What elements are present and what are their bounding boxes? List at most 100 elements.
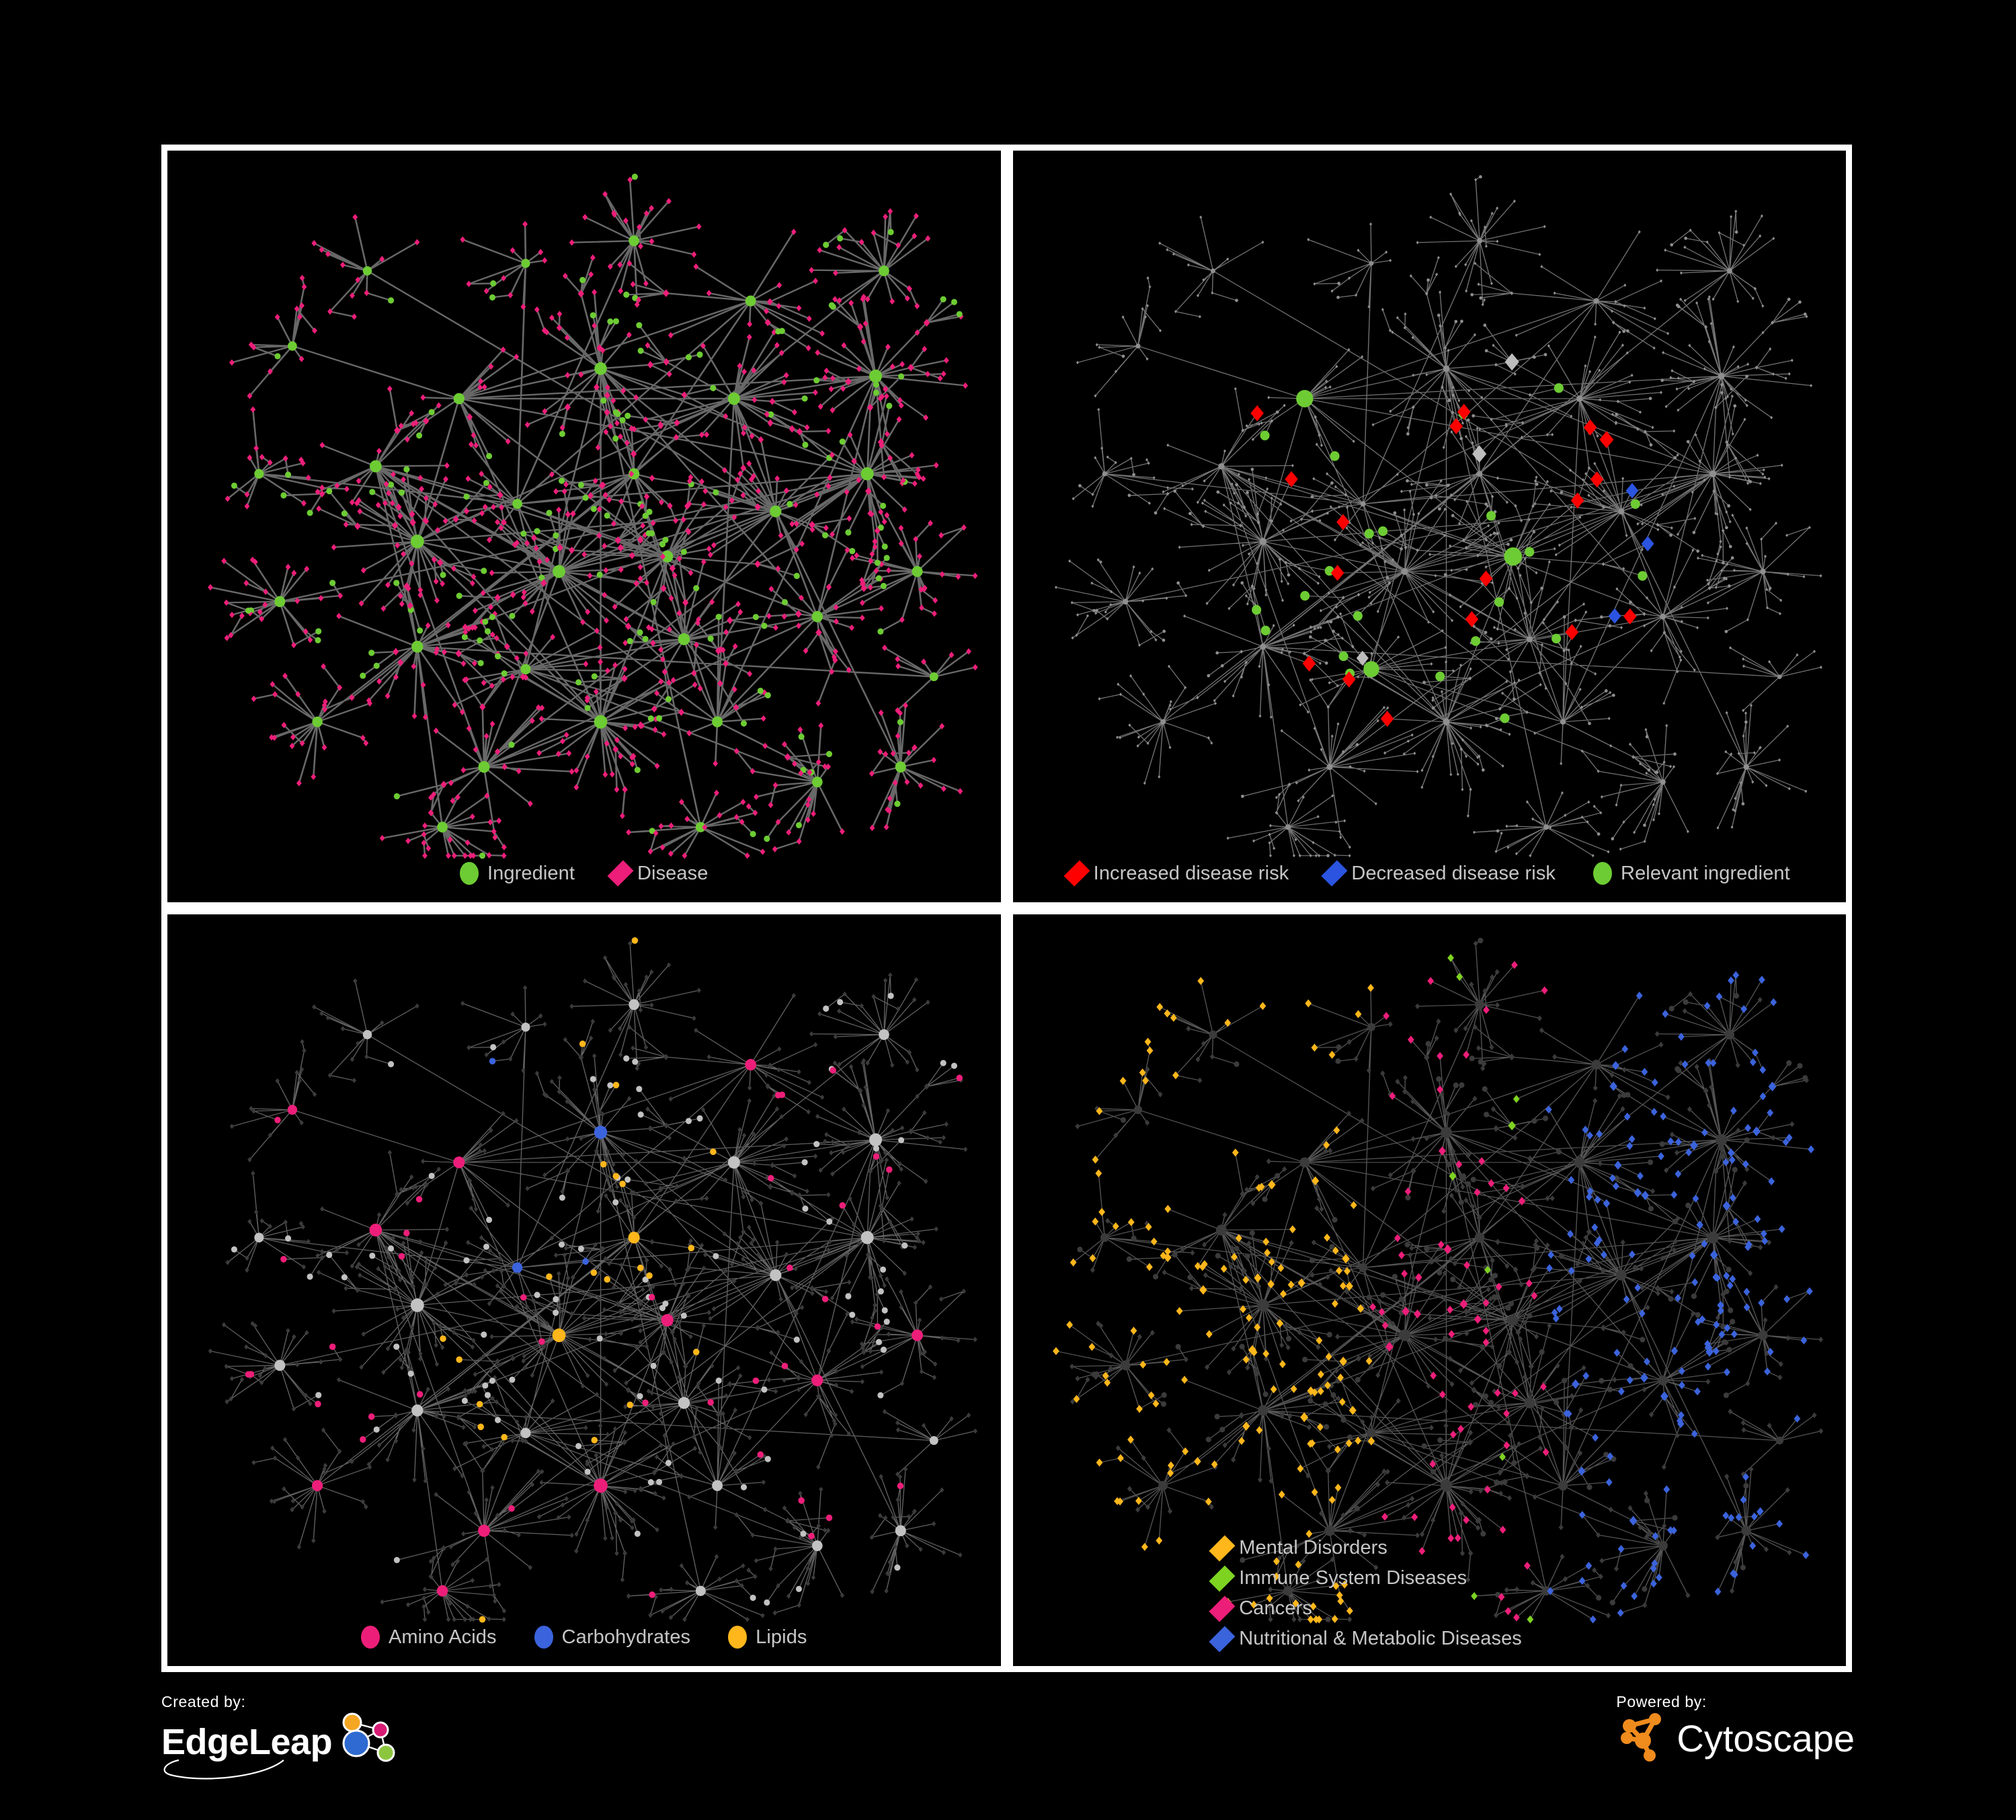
- network-node-diamond[interactable]: [350, 292, 355, 299]
- network-node-diamond[interactable]: [666, 1443, 672, 1450]
- network-node-diamond[interactable]: [502, 1528, 508, 1534]
- network-node-circle[interactable]: [713, 489, 719, 496]
- network-node-diamond[interactable]: [350, 1263, 355, 1269]
- network-node-diamond[interactable]: [1681, 1060, 1689, 1069]
- network-node-diamond[interactable]: [1088, 1343, 1095, 1351]
- network-node-diamond[interactable]: [1318, 1206, 1324, 1212]
- network-node-diamond[interactable]: [340, 1026, 346, 1031]
- network-node-circle[interactable]: [929, 672, 938, 682]
- network-node-circle[interactable]: [1598, 1378, 1604, 1384]
- network-node-diamond[interactable]: [1391, 558, 1394, 562]
- network-node-diamond[interactable]: [747, 1224, 752, 1230]
- network-node-diamond[interactable]: [653, 830, 659, 837]
- network-node-diamond[interactable]: [452, 1616, 456, 1622]
- network-node-diamond[interactable]: [734, 1512, 739, 1518]
- network-node-diamond[interactable]: [407, 602, 413, 610]
- network-node-diamond[interactable]: [805, 344, 811, 352]
- network-node-diamond[interactable]: [641, 1286, 645, 1292]
- network-node-diamond[interactable]: [791, 992, 796, 998]
- network-node-diamond[interactable]: [605, 1431, 610, 1437]
- network-node-circle[interactable]: [879, 1029, 889, 1040]
- network-node-circle[interactable]: [802, 442, 809, 448]
- network-node-diamond[interactable]: [758, 1200, 764, 1207]
- network-node-diamond[interactable]: [1273, 1572, 1280, 1581]
- network-node-diamond[interactable]: [387, 1150, 393, 1156]
- network-node-diamond[interactable]: [1357, 592, 1360, 597]
- network-node-diamond[interactable]: [1729, 1587, 1734, 1594]
- network-node-diamond[interactable]: [1578, 1407, 1583, 1413]
- network-node-diamond[interactable]: [1073, 1394, 1080, 1403]
- network-node-circle[interactable]: [1561, 1378, 1567, 1384]
- network-node-diamond[interactable]: [1317, 1387, 1324, 1396]
- network-node-diamond[interactable]: [1541, 1380, 1547, 1386]
- network-node-diamond[interactable]: [1597, 1160, 1603, 1166]
- legend-item-increased-disease-risk[interactable]: Increased disease risk: [1063, 860, 1289, 887]
- network-node-diamond[interactable]: [786, 829, 792, 836]
- network-node-diamond[interactable]: [674, 419, 680, 427]
- network-node-diamond[interactable]: [919, 1369, 924, 1374]
- network-node-circle[interactable]: [369, 1224, 382, 1237]
- network-node-diamond[interactable]: [1532, 1494, 1537, 1500]
- network-node-diamond[interactable]: [354, 1264, 360, 1270]
- network-node-diamond[interactable]: [1568, 1267, 1575, 1275]
- network-node-diamond[interactable]: [1702, 478, 1705, 482]
- network-node-circle[interactable]: [873, 1153, 880, 1160]
- network-node-diamond[interactable]: [1247, 477, 1250, 481]
- network-node-diamond[interactable]: [1252, 586, 1256, 590]
- network-node-circle[interactable]: [1399, 547, 1403, 551]
- network-node-diamond[interactable]: [542, 1091, 547, 1097]
- network-node-diamond[interactable]: [1760, 1229, 1767, 1238]
- network-node-diamond[interactable]: [1577, 1450, 1582, 1456]
- legend-item-carbohydrates[interactable]: Carbohydrates: [534, 1626, 691, 1649]
- network-node-diamond[interactable]: [902, 1270, 907, 1276]
- network-node-diamond[interactable]: [274, 313, 280, 321]
- network-node-diamond[interactable]: [1155, 1536, 1162, 1545]
- network-node-diamond[interactable]: [460, 766, 467, 774]
- network-node-diamond[interactable]: [847, 431, 853, 438]
- network-node-diamond[interactable]: [1614, 803, 1618, 807]
- network-node-diamond[interactable]: [884, 1588, 889, 1594]
- network-node-diamond[interactable]: [684, 816, 690, 822]
- network-node-diamond[interactable]: [1705, 578, 1709, 582]
- network-node-diamond[interactable]: [819, 330, 825, 337]
- network-node-diamond[interactable]: [1223, 1019, 1231, 1027]
- network-node-diamond[interactable]: [1819, 573, 1822, 578]
- network-node-circle[interactable]: [801, 395, 808, 402]
- network-node-diamond[interactable]: [1479, 570, 1492, 587]
- network-node-diamond[interactable]: [1705, 1378, 1710, 1385]
- network-node-diamond[interactable]: [640, 522, 646, 529]
- network-node-circle[interactable]: [614, 411, 621, 418]
- network-node-diamond[interactable]: [1600, 795, 1603, 799]
- network-node-diamond[interactable]: [624, 1380, 629, 1386]
- network-node-diamond[interactable]: [1396, 635, 1400, 639]
- network-node-circle[interactable]: [1660, 379, 1664, 383]
- network-node-diamond[interactable]: [282, 672, 288, 680]
- network-node-diamond[interactable]: [1504, 1263, 1509, 1269]
- network-node-circle[interactable]: [1424, 483, 1428, 487]
- network-node-diamond[interactable]: [1631, 754, 1635, 759]
- network-node-diamond[interactable]: [1315, 1344, 1320, 1350]
- network-node-diamond[interactable]: [300, 1224, 305, 1230]
- network-node-diamond[interactable]: [494, 1399, 499, 1405]
- network-node-diamond[interactable]: [1244, 514, 1247, 518]
- network-node-circle[interactable]: [1759, 568, 1766, 575]
- network-node-diamond[interactable]: [1719, 545, 1722, 549]
- network-node-diamond[interactable]: [1627, 1505, 1633, 1511]
- network-node-diamond[interactable]: [1323, 1233, 1330, 1242]
- network-node-diamond[interactable]: [1731, 432, 1734, 436]
- network-node-diamond[interactable]: [614, 786, 620, 793]
- network-node-diamond[interactable]: [420, 394, 426, 401]
- network-node-diamond[interactable]: [830, 1295, 835, 1301]
- network-node-diamond[interactable]: [939, 571, 945, 578]
- network-node-diamond[interactable]: [272, 734, 278, 742]
- network-node-diamond[interactable]: [1449, 1430, 1457, 1439]
- network-node-diamond[interactable]: [450, 797, 456, 804]
- network-node-diamond[interactable]: [563, 481, 569, 488]
- network-node-circle[interactable]: [538, 574, 545, 581]
- network-node-circle[interactable]: [476, 1400, 483, 1408]
- network-node-diamond[interactable]: [633, 580, 639, 587]
- network-node-diamond[interactable]: [1735, 1127, 1740, 1134]
- network-node-diamond[interactable]: [290, 734, 296, 741]
- network-node-diamond[interactable]: [1476, 282, 1480, 286]
- network-node-diamond[interactable]: [1659, 1112, 1666, 1121]
